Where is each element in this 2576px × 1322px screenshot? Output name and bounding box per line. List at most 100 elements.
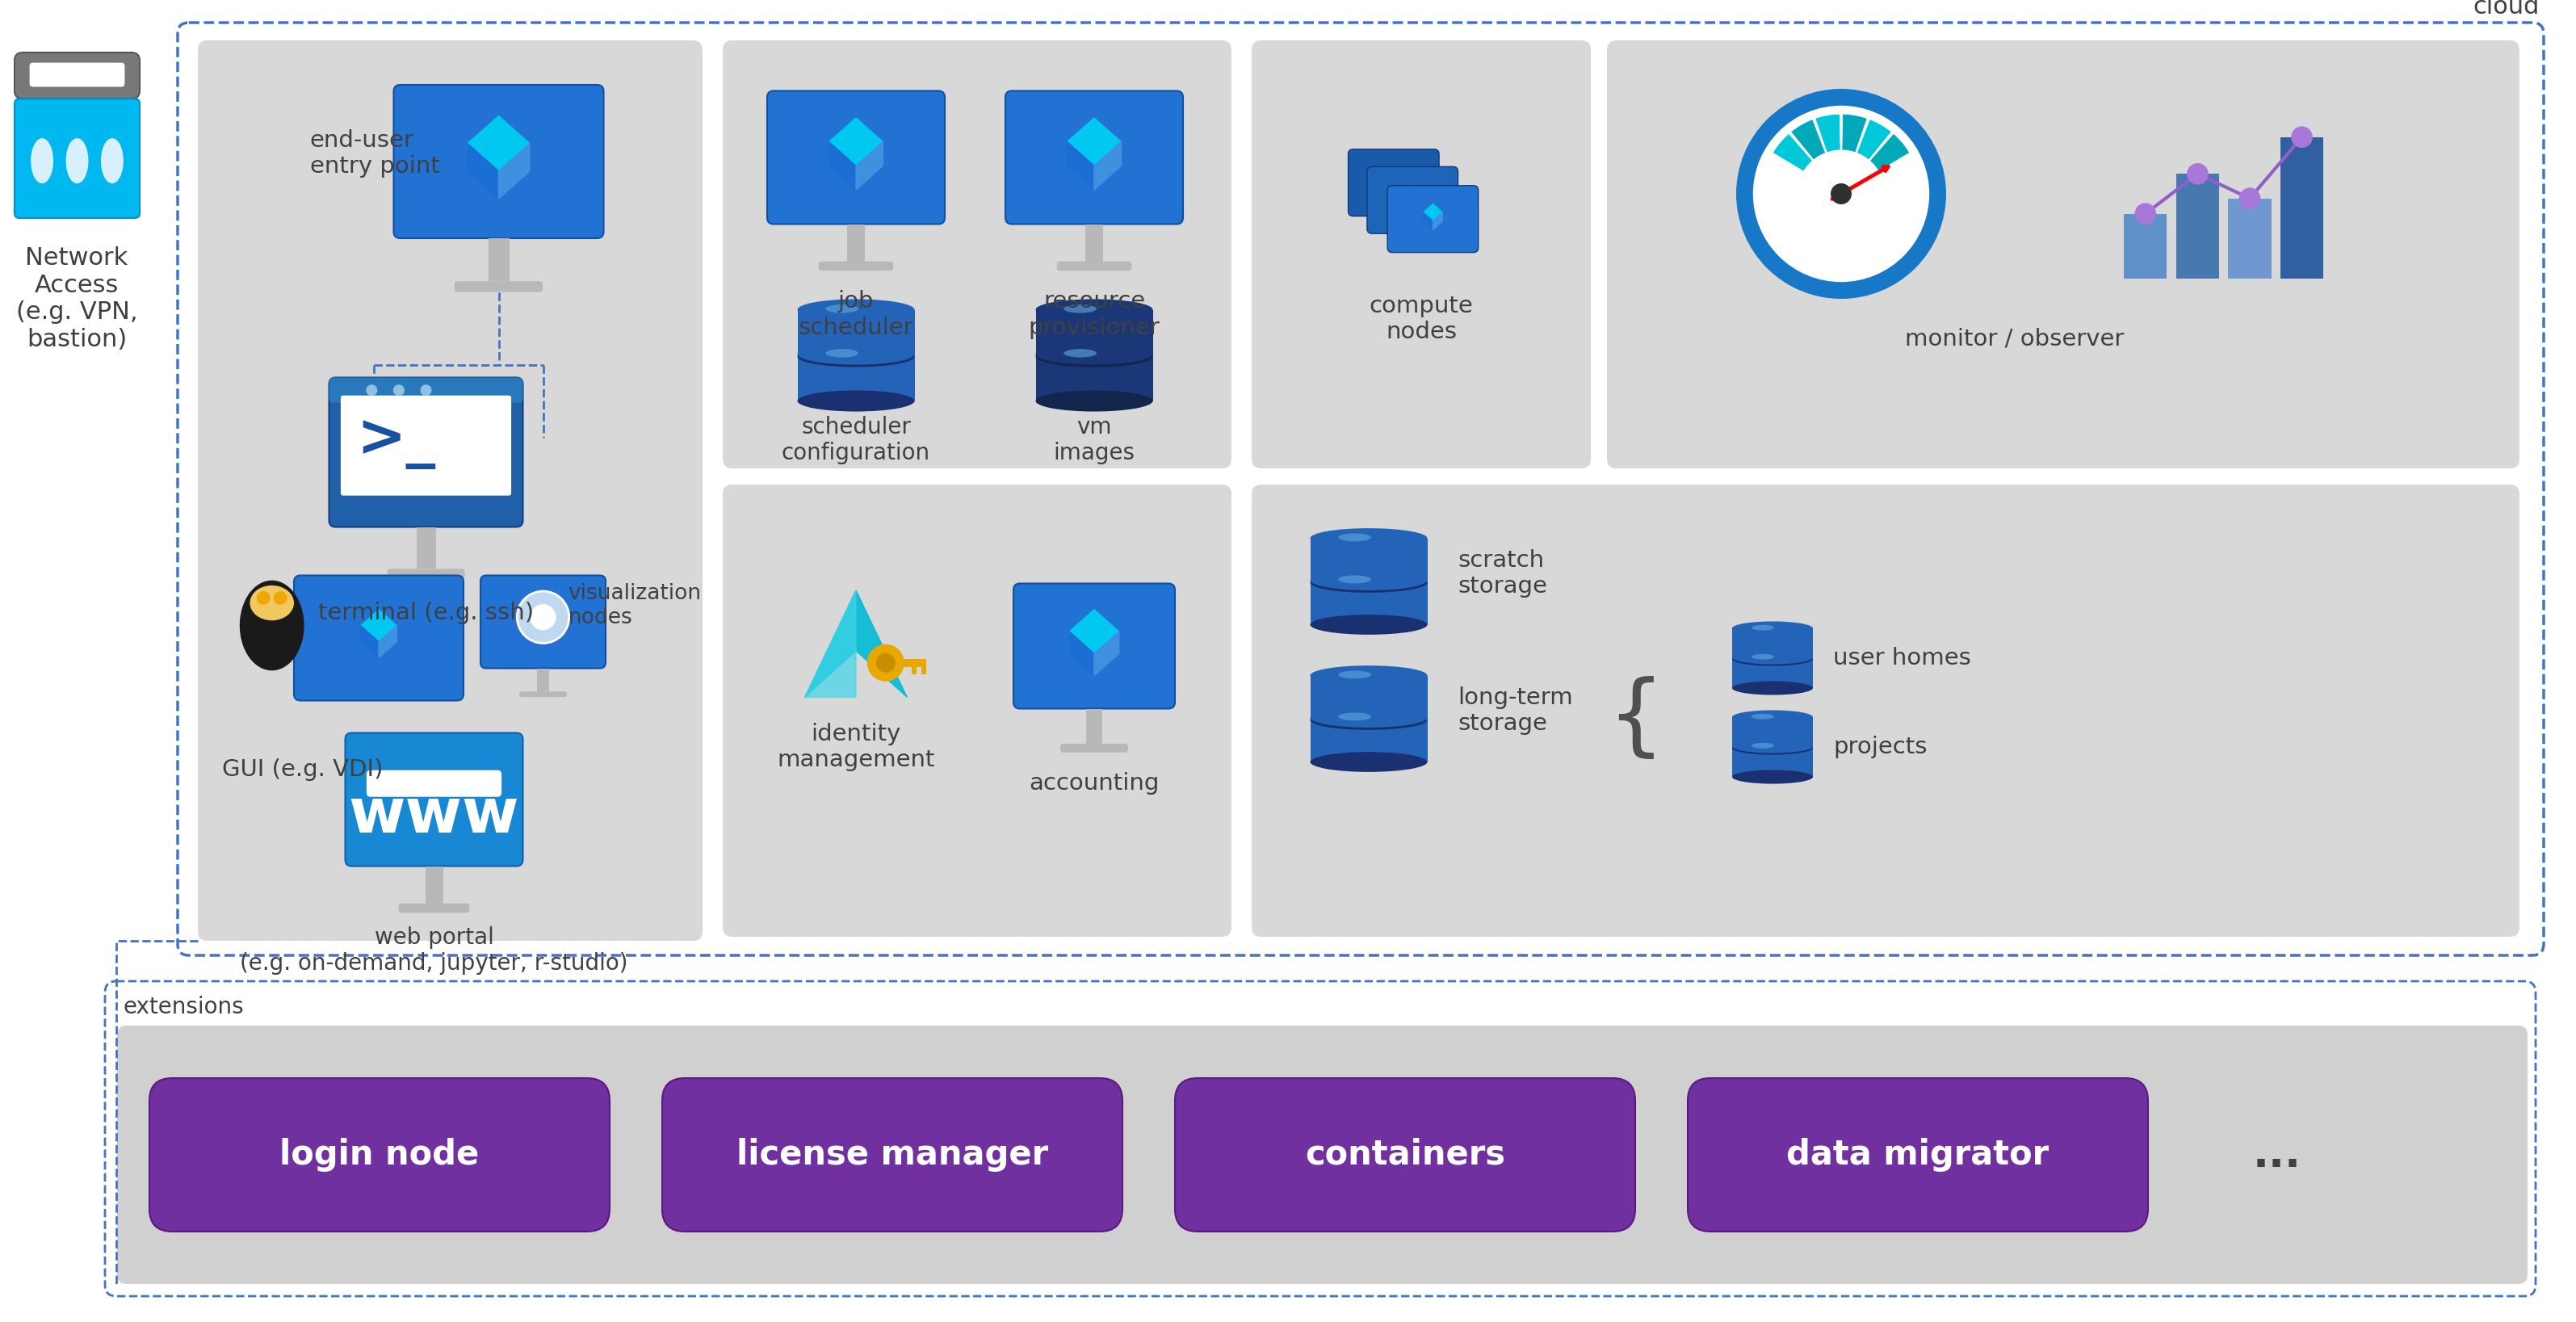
FancyBboxPatch shape (345, 732, 523, 866)
Ellipse shape (1731, 769, 1814, 784)
Polygon shape (804, 591, 855, 697)
Polygon shape (829, 118, 884, 165)
Bar (1084, 225, 1103, 262)
Wedge shape (1842, 119, 1891, 194)
Ellipse shape (1311, 572, 1427, 592)
Text: resource
provisioner: resource provisioner (1028, 290, 1159, 338)
Polygon shape (1404, 185, 1422, 202)
FancyBboxPatch shape (1252, 41, 1592, 468)
Ellipse shape (1731, 652, 1814, 666)
Bar (1311, 718, 1427, 761)
Polygon shape (1425, 204, 1443, 221)
Text: scheduler
configuration: scheduler configuration (781, 416, 930, 464)
Polygon shape (500, 144, 531, 198)
Polygon shape (469, 144, 500, 198)
Ellipse shape (1311, 707, 1427, 727)
Text: web portal
(e.g. on-demand, jupyter, r-studio): web portal (e.g. on-demand, jupyter, r-s… (240, 925, 629, 974)
Ellipse shape (1340, 575, 1370, 583)
Ellipse shape (1752, 654, 1775, 660)
Text: GUI (e.g. VDI): GUI (e.g. VDI) (222, 759, 384, 781)
FancyBboxPatch shape (1061, 744, 1128, 752)
Text: job
scheduler: job scheduler (799, 290, 914, 338)
Polygon shape (1095, 141, 1121, 190)
FancyBboxPatch shape (819, 262, 894, 271)
Wedge shape (1816, 114, 1842, 194)
FancyBboxPatch shape (1368, 167, 1458, 234)
Ellipse shape (1311, 665, 1427, 686)
FancyBboxPatch shape (294, 575, 464, 701)
Text: cloud: cloud (2473, 0, 2540, 19)
Text: login node: login node (281, 1138, 479, 1171)
Ellipse shape (1752, 743, 1775, 748)
Bar (2177, 175, 2218, 278)
Text: extensions: extensions (124, 995, 245, 1018)
Ellipse shape (799, 299, 914, 320)
Ellipse shape (1064, 349, 1097, 357)
Ellipse shape (1311, 529, 1427, 549)
Polygon shape (361, 609, 397, 641)
Polygon shape (379, 625, 397, 658)
Text: license manager: license manager (737, 1138, 1048, 1171)
Text: {: { (1607, 676, 1664, 761)
FancyBboxPatch shape (768, 91, 945, 225)
Ellipse shape (824, 349, 858, 357)
Polygon shape (1394, 176, 1404, 193)
Circle shape (868, 644, 904, 681)
Text: end-user
entry point: end-user entry point (309, 130, 440, 178)
Text: data migrator: data migrator (1788, 1138, 2048, 1171)
Text: www: www (348, 785, 520, 845)
Polygon shape (855, 141, 884, 190)
Bar (425, 866, 443, 903)
Ellipse shape (1340, 533, 1370, 541)
Bar (848, 225, 866, 262)
Bar (1036, 354, 1151, 401)
Circle shape (2290, 127, 2313, 148)
Circle shape (1736, 89, 1945, 299)
Polygon shape (361, 625, 379, 658)
Polygon shape (1425, 213, 1432, 230)
Text: monitor / observer: monitor / observer (1906, 327, 2125, 350)
Bar (536, 668, 549, 691)
FancyBboxPatch shape (198, 41, 703, 941)
Bar (1731, 628, 1814, 658)
FancyBboxPatch shape (520, 691, 567, 697)
FancyBboxPatch shape (1347, 149, 1440, 215)
Circle shape (1798, 149, 1886, 238)
Ellipse shape (240, 580, 304, 670)
Ellipse shape (1731, 740, 1814, 755)
FancyBboxPatch shape (399, 903, 469, 912)
Bar (1087, 709, 1103, 744)
Polygon shape (469, 116, 531, 171)
Wedge shape (1772, 134, 1842, 194)
FancyBboxPatch shape (482, 575, 605, 668)
FancyBboxPatch shape (1607, 41, 2519, 468)
Bar (2280, 137, 2324, 278)
FancyBboxPatch shape (340, 395, 510, 496)
Ellipse shape (1731, 650, 1814, 664)
Circle shape (2187, 163, 2208, 185)
FancyBboxPatch shape (724, 485, 1231, 937)
Text: >_: >_ (355, 411, 435, 469)
FancyBboxPatch shape (1175, 1079, 1636, 1232)
Polygon shape (1069, 632, 1095, 676)
FancyBboxPatch shape (330, 378, 523, 527)
Text: ...: ... (2254, 1134, 2300, 1175)
FancyBboxPatch shape (724, 41, 1231, 468)
Text: accounting: accounting (1028, 772, 1159, 795)
Circle shape (2136, 204, 2156, 225)
FancyBboxPatch shape (28, 62, 124, 87)
Ellipse shape (1731, 681, 1814, 695)
FancyBboxPatch shape (1012, 583, 1175, 709)
Ellipse shape (799, 390, 914, 411)
FancyBboxPatch shape (1005, 91, 1182, 225)
Polygon shape (1432, 213, 1443, 230)
Bar (2125, 214, 2166, 278)
Ellipse shape (31, 139, 54, 184)
Polygon shape (1095, 632, 1118, 676)
Circle shape (1832, 184, 1852, 205)
FancyBboxPatch shape (116, 1026, 2527, 1284)
Bar (799, 354, 914, 401)
Ellipse shape (1340, 670, 1370, 678)
FancyBboxPatch shape (386, 568, 464, 579)
Bar (487, 238, 510, 282)
